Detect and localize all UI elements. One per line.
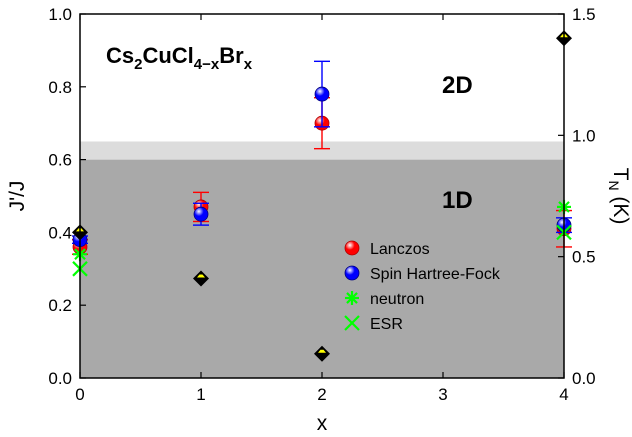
legend-label: Spin Hartree-Fock: [370, 266, 501, 283]
legend-label: neutron: [370, 291, 424, 308]
y-tick-label-left: 0.4: [48, 223, 72, 242]
data-point-tn-2: [314, 345, 330, 362]
axis-ticks: 0 1 2 3 40.00.20.40.60.81.00.00.51.01.5: [48, 5, 595, 404]
y-axis-label-left: J'/J: [6, 181, 29, 212]
y-tick-label-left: 0.8: [48, 78, 72, 97]
legend-marker-2-stroke: [346, 292, 358, 304]
y-tick-label-right: 1.0: [572, 126, 596, 145]
y-tick-label-right: 1.5: [572, 5, 596, 24]
legend-marker-0: [344, 240, 360, 256]
data-point-tn-1-body: [193, 270, 209, 287]
legend-marker-1: [344, 265, 360, 281]
region-band-0: [80, 159, 564, 378]
region-label-2d: 2D: [442, 72, 473, 99]
x-tick-label: 1: [196, 385, 205, 404]
legend-marker-2: [345, 291, 359, 305]
data-point-tn-2-body: [314, 345, 330, 362]
data-point-tn-1-highlight: [197, 274, 205, 278]
y-tick-label-left: 0.6: [48, 151, 72, 170]
y-tick-label-left: 0.0: [48, 369, 72, 388]
x-tick-label: 0: [75, 385, 84, 404]
plot-frame: [79, 13, 565, 379]
x-tick-label: 3: [438, 385, 447, 404]
legend-marker-3-stroke: [344, 315, 360, 331]
y-tick-label-right: 0.0: [572, 369, 596, 388]
y-tick-label-left: 0.2: [48, 296, 72, 315]
region-band-1: [80, 141, 564, 160]
y-tick-label-right: 0.5: [572, 248, 596, 267]
x-axis-label: x: [317, 412, 328, 435]
y-tick-label-left: 1.0: [48, 5, 72, 24]
data-point-spin-hartree-fock-2: [314, 86, 330, 102]
legend-label: Lanczos: [370, 241, 430, 258]
data-point-spin-hartree-fock-1: [193, 206, 209, 222]
legend-label: ESR: [370, 316, 403, 333]
data-point-tn-2-highlight: [318, 349, 326, 353]
x-tick-label: 4: [559, 385, 568, 404]
legend-marker-3: [344, 315, 360, 331]
x-tick-label: 2: [317, 385, 326, 404]
legend: Lanczos Spin Hartree-Fock neutron ESR: [344, 240, 501, 333]
data-point-tn-1: [193, 270, 209, 287]
y-axis-label-right: TN (K): [606, 168, 632, 225]
region-label-1d: 1D: [442, 187, 473, 214]
chart-title: Cs2CuCl4−xBrx: [106, 43, 253, 73]
